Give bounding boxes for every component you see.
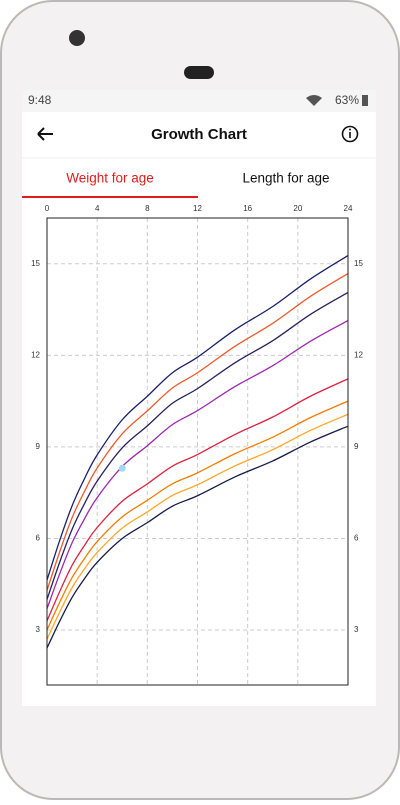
percentile-line xyxy=(46,291,349,600)
battery-level: 63% xyxy=(335,93,359,107)
wifi-icon xyxy=(306,95,322,106)
percentile-line xyxy=(46,400,349,631)
y-tick-label: 15 xyxy=(31,259,40,268)
y-tick-label-right: 3 xyxy=(354,625,359,634)
y-tick-label: 6 xyxy=(36,534,41,543)
x-tick-label: 20 xyxy=(293,204,302,213)
y-tick-label-right: 6 xyxy=(354,534,359,543)
y-tick-label-right: 12 xyxy=(354,350,363,359)
x-tick-label: 24 xyxy=(344,204,353,213)
percentile-line xyxy=(46,272,349,591)
x-tick-label: 16 xyxy=(243,204,252,213)
percentile-line xyxy=(46,378,349,622)
y-tick-label: 12 xyxy=(31,350,40,359)
y-tick-label: 3 xyxy=(36,625,41,634)
info-button[interactable] xyxy=(341,125,359,143)
tab-active[interactable]: Weight for age xyxy=(66,171,154,186)
y-tick-label-right: 9 xyxy=(354,442,359,451)
y-tick-label: 9 xyxy=(36,442,41,451)
y-tick-label-right: 15 xyxy=(354,259,363,268)
status-time: 9:48 xyxy=(28,93,52,107)
tab[interactable]: Length for age xyxy=(242,171,329,186)
x-tick-label: 0 xyxy=(45,204,50,213)
percentile-line xyxy=(46,425,349,649)
percentile-line xyxy=(46,319,349,609)
plot-frame xyxy=(46,217,349,686)
camera xyxy=(69,30,85,46)
speaker xyxy=(184,66,214,79)
measurement-point xyxy=(118,464,126,472)
battery-icon xyxy=(362,95,368,106)
x-tick-label: 4 xyxy=(95,204,100,213)
percentile-line xyxy=(46,254,349,581)
x-tick-label: 8 xyxy=(145,204,150,213)
header-title: Growth Chart xyxy=(151,126,247,143)
percentile-line xyxy=(46,413,349,640)
tab-indicator xyxy=(22,196,198,198)
x-tick-label: 12 xyxy=(193,204,202,213)
status-bar xyxy=(22,90,376,112)
display xyxy=(22,90,376,706)
back-button[interactable] xyxy=(37,127,53,141)
